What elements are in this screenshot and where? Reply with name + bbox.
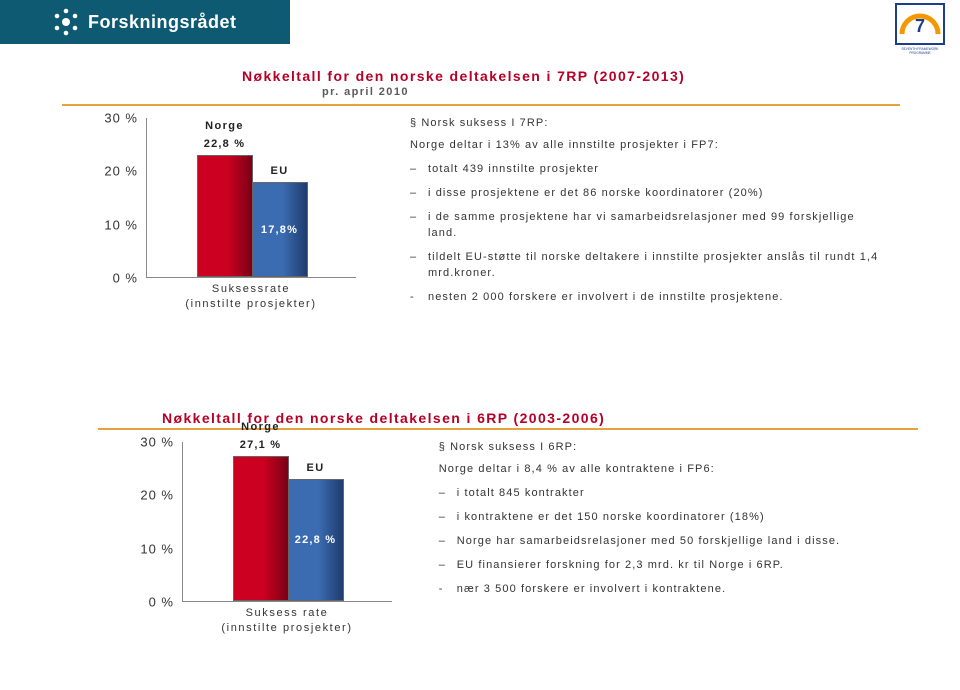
series-label: EU xyxy=(270,165,288,177)
x-axis-label: Suksess rate(innstilte prosjekter) xyxy=(182,606,392,636)
text-area: § Norsk suksess I 7RP: Norge deltar i 13… xyxy=(410,112,884,313)
text-area: § Norsk suksess I 6RP: Norge deltar i 8,… xyxy=(439,436,902,628)
y-tick-label: 0 % xyxy=(74,271,138,286)
bar-eu: EU22,8 % xyxy=(288,479,344,601)
list-item: totalt 439 innstilte prosjekter xyxy=(410,162,884,178)
section-6rp: Nøkkeltall for den norske deltakelsen i … xyxy=(62,410,902,680)
series-label: Norge xyxy=(205,120,244,132)
section-7rp: Nøkkeltall for den norske deltakelsen i … xyxy=(62,68,902,368)
fp7-badge-icon: 7 SEVENTH FRAMEWORK PROGRAMME xyxy=(894,2,946,56)
list-item: nær 3 500 forskere er involvert i kontra… xyxy=(439,582,902,598)
lead-text: Norge deltar i 13% av alle innstilte pro… xyxy=(410,138,884,154)
section-divider xyxy=(98,428,918,430)
para-title: § Norsk suksess I 6RP: xyxy=(439,440,902,456)
bar-eu: EU17,8% xyxy=(252,182,308,277)
para-title: § Norsk suksess I 7RP: xyxy=(410,116,884,132)
y-tick-label: 10 % xyxy=(74,217,138,232)
brand-name: Forskningsrådet xyxy=(88,12,237,33)
y-tick-label: 30 % xyxy=(110,435,174,450)
bar-norge: Norge27,1 % xyxy=(233,456,289,601)
list-item: nesten 2 000 forskere er involvert i de … xyxy=(410,290,884,306)
list-item: EU finansierer forskning for 2,3 mrd. kr… xyxy=(439,558,902,574)
plot-area: Norge22,8 %EU17,8% xyxy=(146,118,356,278)
list-item: i disse prosjektene er det 86 norske koo… xyxy=(410,186,884,202)
list-item: i totalt 845 kontrakter xyxy=(439,486,902,502)
series-label: EU xyxy=(306,462,324,474)
section-divider xyxy=(62,104,900,106)
bar-group: Norge22,8 %EU17,8% xyxy=(182,155,322,277)
bullet-list: i totalt 845 kontrakter i kontraktene er… xyxy=(439,486,902,598)
bar-group: Norge27,1 %EU22,8 % xyxy=(218,456,358,601)
list-item: i de samme prosjektene har vi samarbeids… xyxy=(410,210,884,242)
value-label: 22,8 % xyxy=(295,534,336,546)
list-item: i kontraktene er det 150 norske koordina… xyxy=(439,510,902,526)
bar-norge: Norge22,8 % xyxy=(197,155,253,277)
brand-logo-icon xyxy=(52,8,80,36)
value-label: 27,1 % xyxy=(240,439,281,451)
brand-bar: Forskningsrådet xyxy=(0,0,290,44)
list-item: tildelt EU-støtte til norske deltakere i… xyxy=(410,250,884,282)
bullet-list: totalt 439 innstilte prosjekter i disse … xyxy=(410,162,884,306)
svg-text:PROGRAMME: PROGRAMME xyxy=(909,51,930,55)
list-item: Norge har samarbeidsrelasjoner med 50 fo… xyxy=(439,534,902,550)
value-label: 22,8 % xyxy=(204,138,245,150)
svg-text:7: 7 xyxy=(915,16,925,36)
y-tick-label: 20 % xyxy=(74,164,138,179)
plot-area: Norge27,1 %EU22,8 % xyxy=(182,442,392,602)
y-tick-label: 10 % xyxy=(110,541,174,556)
value-label: 17,8% xyxy=(261,224,298,236)
y-tick-label: 30 % xyxy=(74,111,138,126)
y-tick-label: 20 % xyxy=(110,488,174,503)
chart-area: 0 %10 %20 %30 %Norge27,1 %EU22,8 %Sukses… xyxy=(98,436,411,628)
chart-area: 0 %10 %20 %30 %Norge22,8 %EU17,8%Suksess… xyxy=(62,112,382,313)
lead-text: Norge deltar i 8,4 % av alle kontraktene… xyxy=(439,462,902,478)
y-tick-label: 0 % xyxy=(110,595,174,610)
series-label: Norge xyxy=(241,421,280,433)
section-subtitle: pr. april 2010 xyxy=(322,86,902,98)
section-title: Nøkkeltall for den norske deltakelsen i … xyxy=(242,68,902,84)
x-axis-label: Suksessrate(innstilte prosjekter) xyxy=(146,282,356,312)
